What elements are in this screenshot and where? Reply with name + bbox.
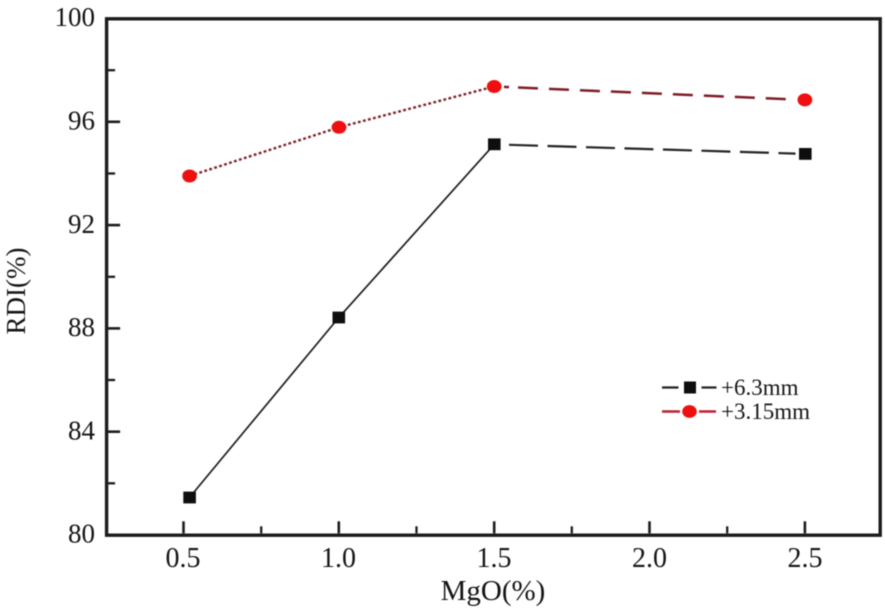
svg-text:1.5: 1.5 xyxy=(477,543,512,574)
svg-text:RDI(%): RDI(%) xyxy=(1,248,31,335)
svg-text:96: 96 xyxy=(68,106,95,136)
svg-text:+6.3mm: +6.3mm xyxy=(721,375,799,400)
svg-text:92: 92 xyxy=(68,209,95,239)
svg-text:80: 80 xyxy=(68,519,95,549)
svg-text:2.5: 2.5 xyxy=(788,543,823,574)
svg-text:+3.15mm: +3.15mm xyxy=(721,399,810,424)
svg-text:1.0: 1.0 xyxy=(321,543,356,574)
svg-text:0.5: 0.5 xyxy=(166,543,201,574)
svg-text:2.0: 2.0 xyxy=(632,543,667,574)
svg-text:84: 84 xyxy=(68,415,96,445)
svg-text:100: 100 xyxy=(55,2,96,32)
svg-text:MgO(%): MgO(%) xyxy=(441,575,546,607)
svg-text:88: 88 xyxy=(68,312,95,342)
